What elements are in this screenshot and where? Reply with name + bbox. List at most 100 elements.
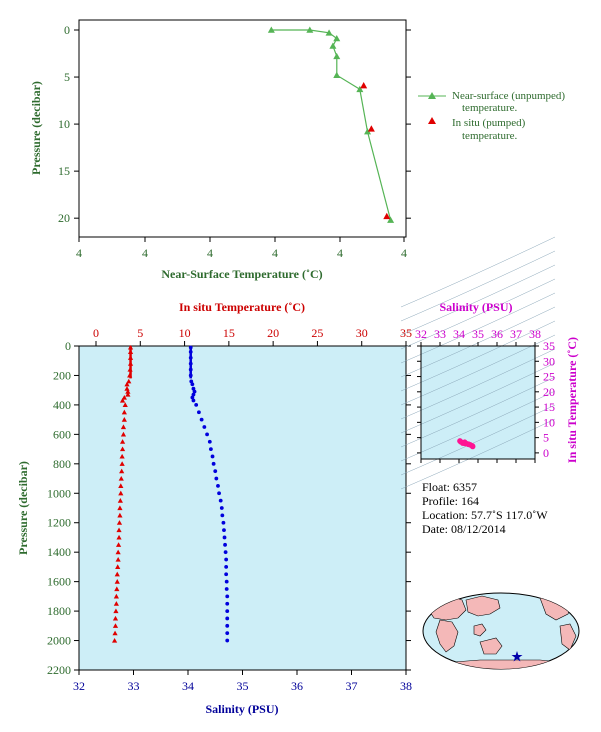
temperature-tick-label: 25 (311, 326, 323, 340)
salinity-point (220, 513, 225, 518)
ts-density-contour (400, 250, 556, 322)
salinity-point (205, 432, 209, 437)
profile-y-axis-label: Pressure (decibar) (16, 461, 30, 555)
salinity-point (222, 535, 227, 540)
salinity-point (190, 382, 195, 387)
top-y-tick-label: 0 (64, 23, 70, 37)
salinity-point (224, 572, 229, 577)
top-y-tick-label: 5 (64, 70, 70, 84)
pressure-tick-label: 600 (53, 427, 71, 441)
salinity-point (197, 410, 201, 415)
temperature-point (112, 637, 118, 643)
temperature-point (112, 623, 119, 628)
temperature-tick-label: 20 (267, 326, 279, 340)
ts-y-tick-label: 35 (543, 339, 555, 353)
ts-x-axis-label: Salinity (PSU) (439, 300, 512, 314)
salinity-tick-label: 33 (128, 679, 140, 693)
ts-point (469, 443, 476, 450)
ts-x-tick-label: 33 (434, 327, 446, 341)
ts-plot-background (421, 346, 535, 459)
temperature-point (115, 542, 122, 547)
salinity-point (217, 491, 221, 496)
salinity-point (225, 638, 230, 643)
temperature-tick-label: 30 (356, 326, 368, 340)
top-y-ticks: 0 5 10 15 20 (58, 23, 411, 225)
ts-density-contour (400, 292, 556, 364)
temperature-point (120, 424, 127, 430)
unpumped-temperature-point (333, 71, 341, 78)
profile-chart: 0 5 10 15 20 25 30 35 32 33 34 35 36 37 38 0 200 400 600… (16, 300, 412, 716)
salinity-point (191, 398, 196, 403)
ts-x-tick-label: 37 (510, 327, 522, 341)
salinity-point (224, 565, 229, 569)
pressure-tick-label: 1200 (47, 516, 71, 530)
pressure-tick-label: 1400 (47, 545, 71, 559)
salinity-x-ticks: 32 33 34 35 36 37 38 (73, 670, 412, 693)
land-australia (479, 637, 503, 655)
temperature-point (113, 601, 119, 606)
salinity-tick-label: 35 (237, 679, 249, 693)
world-map (422, 592, 580, 670)
unpumped-temperature-point (356, 85, 364, 93)
ts-y-tick-label: 15 (543, 400, 555, 414)
top-x-tick-label: 4 (401, 246, 407, 260)
pressure-tick-label: 200 (53, 368, 71, 382)
ts-y-tick-label: 0 (543, 446, 549, 460)
unpumped-temperature-line (271, 29, 392, 221)
salinity-point (202, 425, 207, 429)
temperature-point (112, 630, 118, 636)
ts-y-tick-label: 10 (543, 415, 555, 429)
top-x-tick-label: 4 (207, 246, 213, 260)
salinity-point (199, 417, 204, 422)
pressure-tick-label: 0 (65, 339, 71, 353)
pressure-tick-label: 1600 (47, 575, 71, 589)
ts-y-tick-label: 20 (543, 385, 555, 399)
unpumped-temperature-point (387, 216, 395, 223)
salinity-point (223, 542, 227, 547)
temperature-point (119, 468, 125, 474)
top-series-marks (267, 26, 395, 223)
unpumped-temperature-point (364, 128, 372, 135)
land-indonesia (473, 623, 487, 637)
temperature-point (114, 571, 120, 577)
location: Location: 57.7˚S 117.0˚W (422, 508, 548, 522)
ts-density-contour (400, 236, 556, 308)
temperature-point (118, 483, 124, 488)
salinity-point (222, 528, 226, 532)
legend-marker-pumped (428, 117, 436, 124)
temperature-point (117, 505, 123, 511)
temperature-point (117, 512, 123, 518)
pressure-tick-label: 2000 (47, 634, 71, 648)
float-number: Float: 6357 (422, 480, 477, 494)
salinity-point (211, 461, 216, 466)
ts-x-tick-label: 32 (415, 327, 427, 341)
unpumped-temperature-point (306, 26, 314, 33)
legend-pumped-line2: temperature. (462, 130, 518, 142)
temperature-x-ticks: 0 5 10 15 20 25 30 35 (93, 326, 412, 346)
temperature-tick-label: 10 (179, 326, 191, 340)
top-x-tick-label: 4 (76, 246, 82, 260)
temperature-point (121, 394, 127, 400)
temperature-point (124, 386, 130, 391)
top-x-ticks: 4 4 4 4 4 4 (76, 237, 407, 260)
temperature-point (113, 608, 119, 614)
ts-y-tick-label: 5 (543, 431, 549, 445)
temperature-point (117, 498, 123, 503)
unpumped-temperature-point (333, 34, 341, 42)
temperature-point (121, 409, 127, 415)
salinity-point (225, 631, 230, 636)
profile-number: Profile: 164 (422, 494, 479, 508)
top-x-axis-label: Near-Surface Temperature (˚C) (161, 267, 322, 281)
ts-y-tick-label: 25 (543, 370, 555, 384)
temperature-point (119, 453, 125, 459)
temperature-tick-label: 0 (93, 326, 99, 340)
pressure-tick-label: 1000 (47, 486, 71, 500)
ts-x-tick-label: 35 (472, 327, 484, 341)
salinity-point (207, 439, 212, 444)
pressure-tick-label: 1800 (47, 604, 71, 618)
pressure-tick-label: 2200 (47, 663, 71, 677)
salinity-point (224, 587, 229, 591)
salinity-point (225, 594, 230, 599)
profile-plot-background (79, 346, 406, 670)
